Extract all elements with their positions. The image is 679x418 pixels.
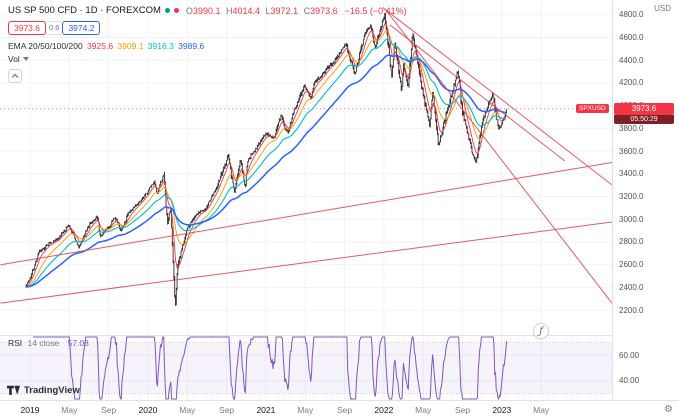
price-tick-label: 2800.0 [619, 237, 644, 247]
trendline-channel-upper [382, 7, 612, 186]
volume-indicator-label[interactable]: Vol [8, 54, 20, 64]
ohlc-low-label: L [265, 5, 271, 16]
trendline-support-mid [0, 162, 612, 266]
price-tick-label: 4200.0 [619, 78, 644, 88]
price-tick-label: 3600.0 [619, 146, 644, 156]
market-status-dot-green [164, 8, 170, 13]
time-tick-label: May [533, 405, 550, 415]
price-tick-label: 4400.0 [619, 55, 644, 65]
ohlc-open-label: O [185, 5, 193, 16]
indicator-fx-badge[interactable]: ƒ [533, 323, 549, 339]
ohlc-close-value: 3973.6 [310, 5, 338, 16]
ohlc-open-value: 3990.1 [192, 5, 221, 16]
rsi-current-value: 57.08 [67, 338, 89, 348]
market-status-dot-red [173, 8, 179, 13]
time-tick-label: 2021 [256, 405, 276, 415]
time-tick-label: May [415, 405, 432, 415]
ema-line-100 [25, 38, 506, 288]
time-tick-label: 2019 [20, 405, 40, 415]
chart-legend: US SP 500 CFD · 1D · FOREXCOM O3990.1 H4… [8, 5, 407, 83]
rsi-title[interactable]: RSI [8, 338, 23, 348]
ema20-value: 3925.6 [87, 41, 114, 51]
time-tick-label: May [297, 405, 314, 415]
ema-line-50 [25, 30, 506, 288]
tradingview-logo-icon [7, 385, 20, 395]
tradingview-brand-text: TradingView [24, 385, 80, 396]
price-tick-label: 2600.0 [619, 260, 644, 270]
chart-plot[interactable] [0, 0, 612, 400]
price-tick-label: 3000.0 [619, 214, 644, 224]
price-tick-label: 3800.0 [619, 123, 644, 133]
last-price-badge: 3973.6 [614, 102, 674, 115]
ema-indicator-legend: EMA 20/50/100/200 3925.6 3909.1 3916.3 3… [8, 41, 407, 51]
tradingview-logo[interactable]: TradingView [7, 385, 80, 396]
ohlc-high-label: H [225, 5, 233, 16]
spread-value: 0.6 [46, 21, 63, 35]
rsi-band [0, 342, 612, 394]
rsi-tick-label: 40.00 [619, 376, 640, 386]
ema200-value: 3989.6 [178, 41, 205, 51]
ema-indicator-label[interactable]: EMA 20/50/100/200 [8, 41, 83, 51]
bar-countdown-badge: 05:50:29 [614, 114, 674, 124]
change-value: −16.5 (−0.41%) [344, 5, 407, 16]
pane-separator[interactable] [0, 335, 679, 336]
rsi-indicator-legend[interactable]: RSI 14 close 57.08 [8, 338, 89, 348]
symbol-row: US SP 500 CFD · 1D · FOREXCOM O3990.1 H4… [8, 5, 407, 16]
symbol-price-tag: SPXUSD [576, 104, 609, 114]
price-tick-label: 3400.0 [619, 169, 644, 179]
time-tick-label: May [61, 405, 78, 415]
ohlc-values: O3990.1 H4014.4 L3972.1 C3973.6 [183, 6, 338, 16]
time-tick-label: Sep [101, 405, 117, 415]
rsi-line [33, 336, 508, 400]
time-tick-label: May [179, 405, 196, 415]
trendline-steep-resistance [385, 9, 612, 304]
time-axis-border [0, 400, 679, 401]
sell-button[interactable]: 3973.6 [8, 21, 46, 35]
price-tick-label: 2200.0 [619, 305, 644, 315]
rsi-tick-label: 60.00 [619, 350, 640, 360]
price-tick-label: 3200.0 [619, 192, 644, 202]
buy-sell-widget: 3973.6 0.6 3974.2 [8, 21, 101, 35]
candles-up [26, 13, 508, 306]
time-axis[interactable]: 2019 May Sep 2020 May Sep 2021 May Sep 2022 May Sep… [0, 401, 679, 418]
chevron-down-icon [22, 57, 29, 61]
time-tick-label: Sep [219, 405, 235, 415]
price-tick-label: 4800.0 [619, 10, 644, 20]
time-tick-label: 2023 [492, 405, 512, 415]
legend-collapse-button[interactable] [8, 69, 22, 83]
gear-icon[interactable]: ⚙ [664, 404, 673, 415]
ohlc-low-value: 3972.1 [270, 5, 299, 16]
chevron-up-icon [11, 73, 19, 78]
currency-label[interactable]: USD [654, 4, 671, 13]
ohlc-close-label: C [303, 5, 311, 16]
time-tick-label: Sep [336, 405, 353, 415]
ema100-value: 3916.3 [147, 41, 174, 51]
price-axis-border [612, 0, 613, 418]
rsi-params: 14 close [27, 338, 60, 348]
trendline-support-low [0, 221, 612, 304]
ohlc-high-value: 4014.4 [232, 5, 261, 16]
ema-line-20 [25, 23, 507, 288]
price-tick-label: 4600.0 [619, 32, 644, 42]
price-tick-label: 2400.0 [619, 282, 644, 292]
ema-line-200 [26, 54, 506, 288]
trendline-channel-inner [389, 24, 566, 162]
buy-button[interactable]: 3974.2 [62, 21, 101, 35]
time-tick-label: Sep [454, 405, 471, 415]
symbol-title[interactable]: US SP 500 CFD · 1D · FOREXCOM [8, 5, 161, 16]
price-axis[interactable]: USD 4800.04600.04400.04200.04000.03800.0… [613, 0, 679, 400]
volume-indicator-legend[interactable]: Vol [8, 54, 407, 64]
time-tick-label: 2020 [138, 405, 158, 415]
time-tick-label: 2022 [374, 405, 394, 415]
ema50-value: 3909.1 [117, 41, 144, 51]
